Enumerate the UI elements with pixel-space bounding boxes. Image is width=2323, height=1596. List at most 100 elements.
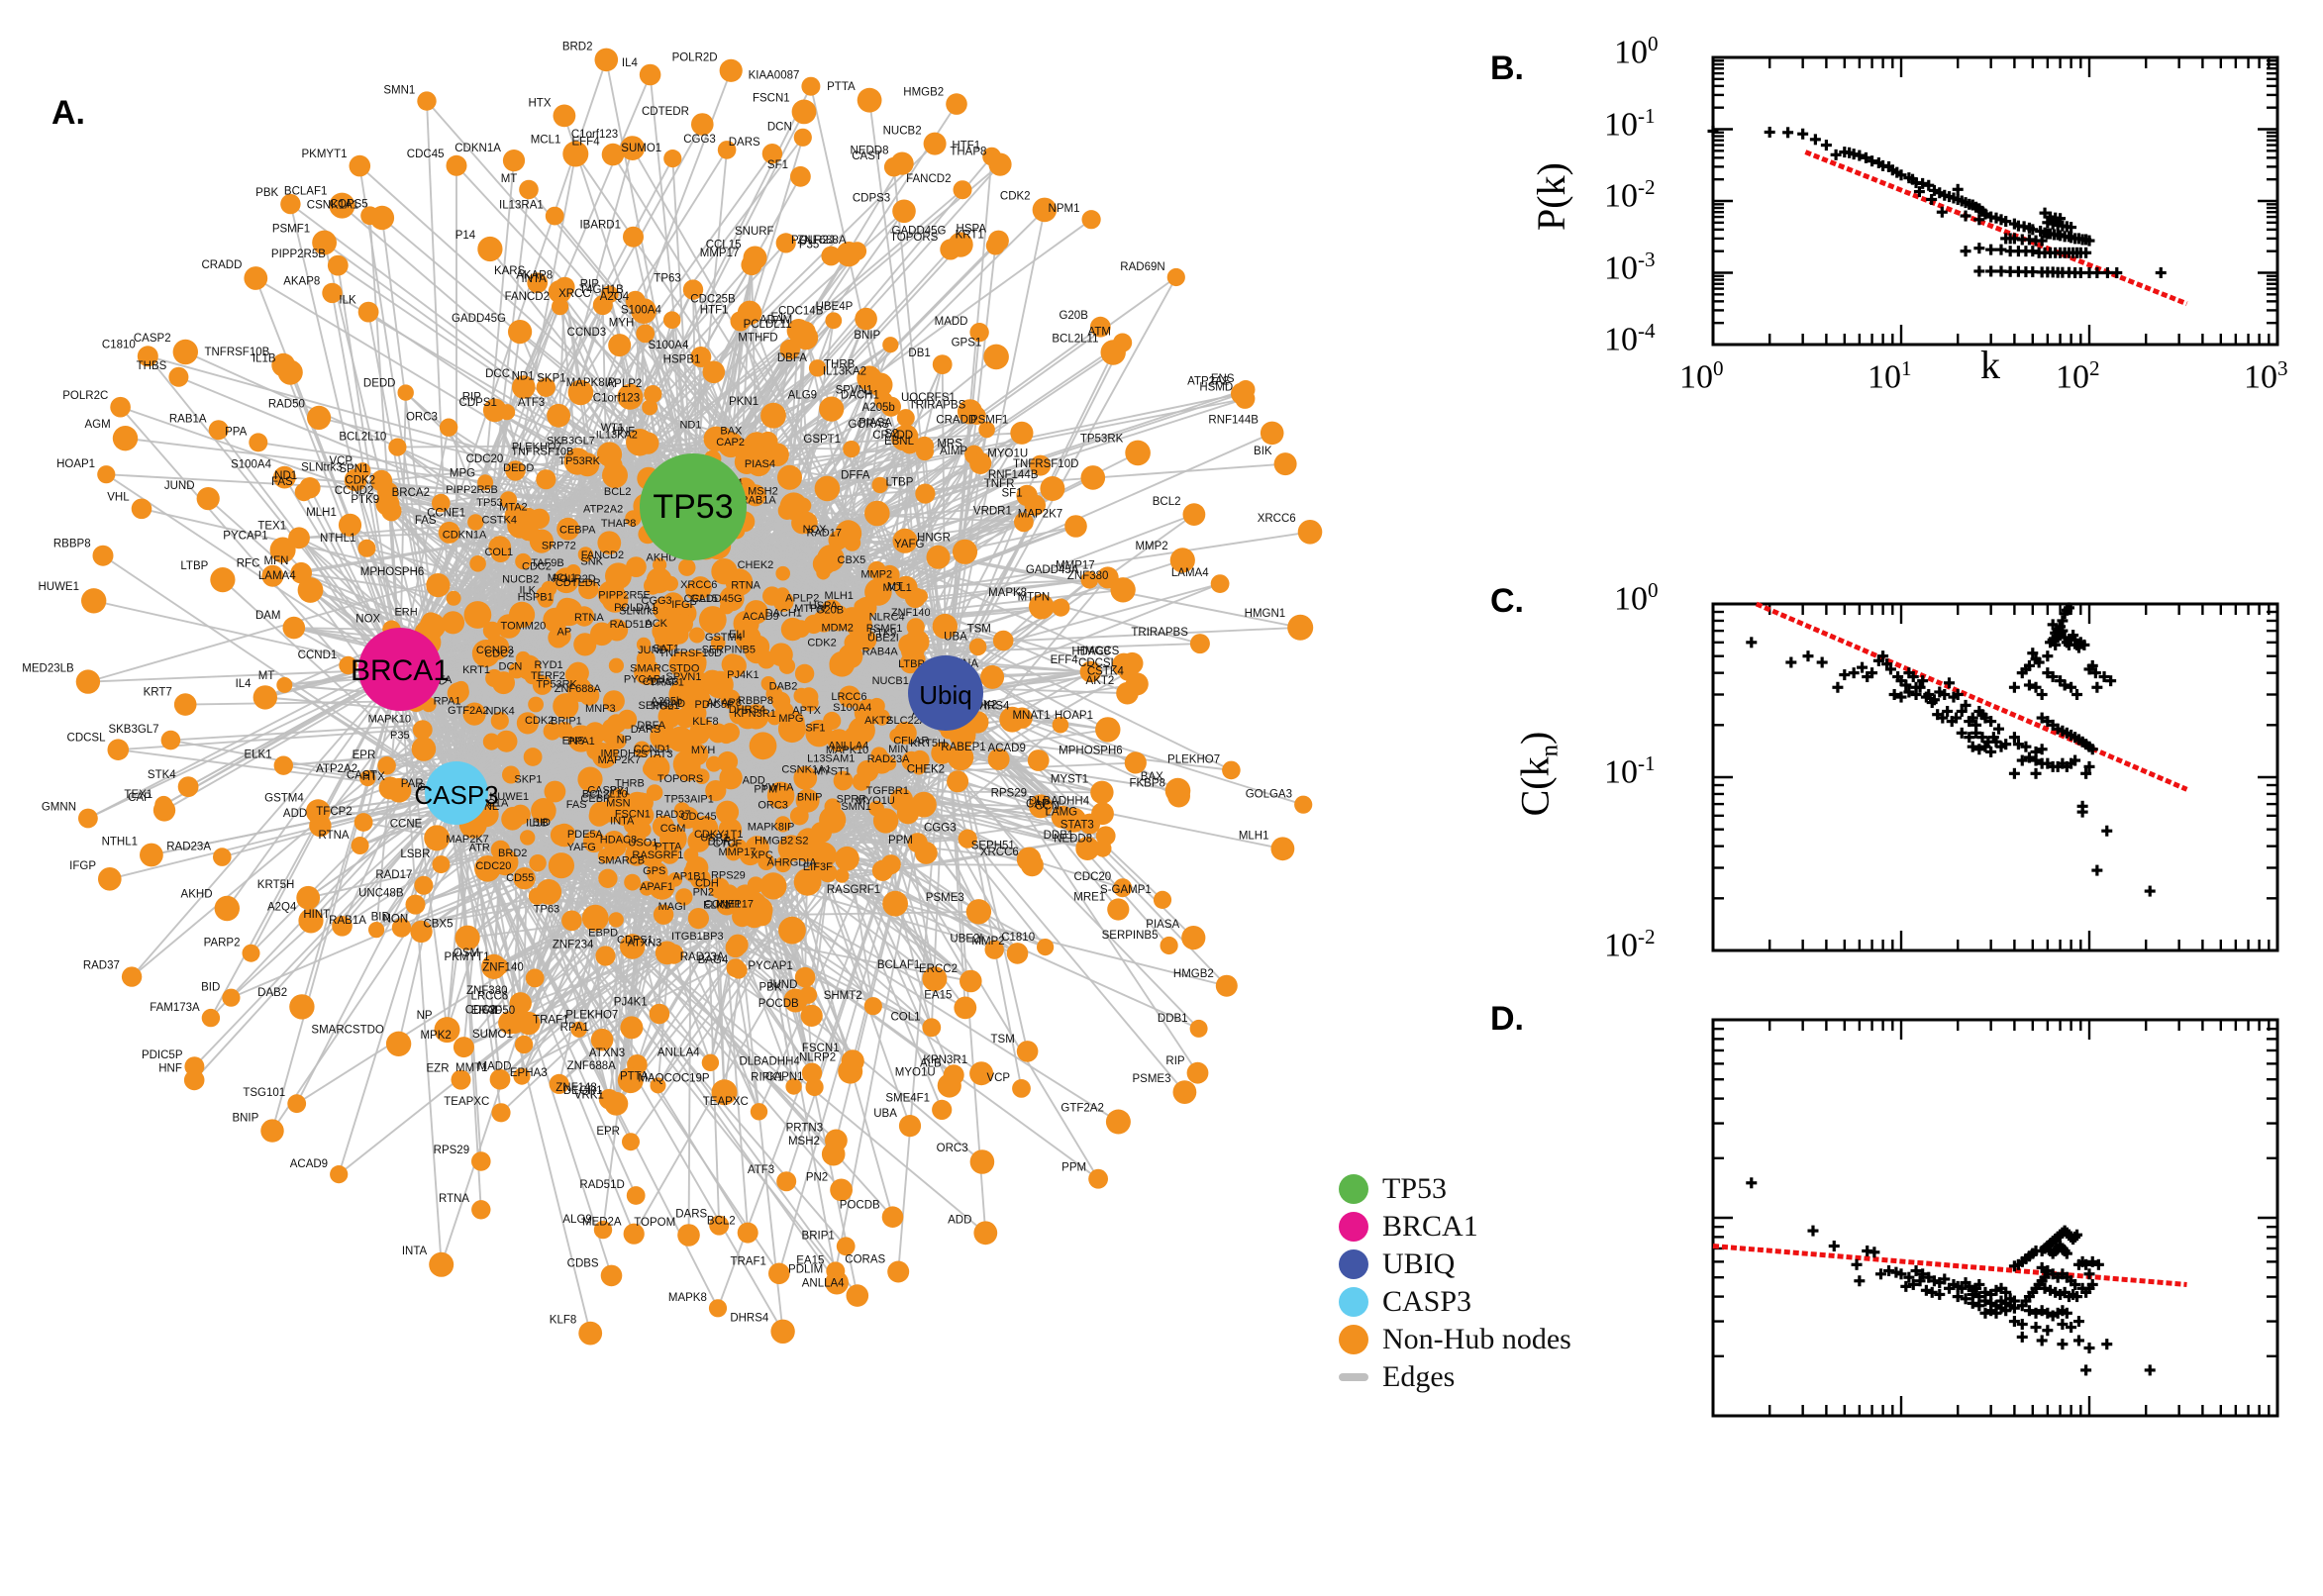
network-node[interactable] bbox=[854, 599, 869, 615]
network-node[interactable] bbox=[893, 721, 917, 745]
network-node[interactable] bbox=[916, 443, 934, 461]
network-node[interactable] bbox=[779, 339, 800, 360]
network-node[interactable] bbox=[594, 48, 619, 72]
network-node[interactable] bbox=[730, 311, 751, 332]
network-node[interactable] bbox=[531, 798, 556, 824]
network-node[interactable] bbox=[605, 845, 621, 860]
network-node[interactable] bbox=[693, 728, 709, 745]
network-node[interactable] bbox=[770, 1319, 795, 1345]
network-node[interactable] bbox=[915, 483, 936, 504]
network-node[interactable] bbox=[819, 396, 845, 422]
network-node[interactable] bbox=[894, 575, 918, 600]
network-node[interactable] bbox=[762, 586, 782, 606]
network-node[interactable] bbox=[705, 755, 722, 772]
network-node[interactable] bbox=[922, 966, 948, 992]
network-node[interactable] bbox=[1032, 197, 1058, 223]
network-node[interactable] bbox=[1182, 503, 1206, 526]
network-node[interactable] bbox=[800, 1004, 823, 1027]
network-node[interactable] bbox=[969, 1149, 995, 1174]
network-node[interactable] bbox=[490, 840, 511, 860]
network-node[interactable] bbox=[786, 319, 811, 343]
network-node[interactable] bbox=[536, 377, 556, 397]
network-node[interactable] bbox=[412, 720, 433, 740]
network-node[interactable] bbox=[898, 634, 920, 655]
network-node[interactable] bbox=[344, 468, 367, 492]
network-node[interactable] bbox=[97, 465, 116, 484]
network-node[interactable] bbox=[676, 806, 699, 829]
network-node[interactable] bbox=[112, 426, 139, 451]
network-node[interactable] bbox=[481, 953, 507, 980]
network-node[interactable] bbox=[582, 830, 606, 853]
network-node[interactable] bbox=[775, 565, 790, 581]
network-node[interactable] bbox=[588, 806, 610, 827]
network-node[interactable] bbox=[636, 637, 652, 652]
network-node[interactable] bbox=[1027, 749, 1050, 771]
network-node[interactable] bbox=[717, 427, 732, 442]
network-node[interactable] bbox=[761, 144, 783, 164]
network-node[interactable] bbox=[711, 1079, 738, 1106]
network-node[interactable] bbox=[617, 1067, 644, 1094]
network-node[interactable] bbox=[1040, 476, 1065, 501]
network-node[interactable] bbox=[744, 704, 769, 730]
network-node[interactable] bbox=[766, 781, 795, 810]
network-node[interactable] bbox=[947, 770, 969, 793]
network-node[interactable] bbox=[385, 1031, 412, 1057]
network-node[interactable] bbox=[926, 545, 951, 569]
network-node[interactable] bbox=[581, 904, 609, 932]
network-node[interactable] bbox=[846, 1284, 869, 1307]
network-node[interactable] bbox=[675, 888, 693, 906]
network-node[interactable] bbox=[282, 616, 306, 640]
network-node[interactable] bbox=[590, 1028, 614, 1051]
network-node[interactable] bbox=[597, 531, 622, 555]
network-node[interactable] bbox=[553, 104, 576, 128]
network-node[interactable] bbox=[1006, 943, 1029, 964]
network-node[interactable] bbox=[446, 590, 461, 606]
network-node[interactable] bbox=[715, 800, 740, 824]
network-node[interactable] bbox=[515, 650, 531, 666]
network-node[interactable] bbox=[1107, 898, 1130, 921]
network-node[interactable] bbox=[639, 880, 655, 896]
network-node[interactable] bbox=[287, 1094, 307, 1114]
network-node[interactable] bbox=[953, 180, 972, 200]
network-node[interactable] bbox=[214, 895, 240, 922]
network-node[interactable] bbox=[672, 749, 701, 778]
network-node[interactable] bbox=[725, 568, 754, 596]
network-node[interactable] bbox=[469, 555, 486, 572]
network-node[interactable] bbox=[1169, 548, 1195, 573]
network-node[interactable] bbox=[749, 732, 777, 760]
network-node[interactable] bbox=[1037, 939, 1055, 956]
network-node[interactable] bbox=[172, 339, 198, 365]
network-node[interactable] bbox=[168, 366, 189, 387]
network-node[interactable] bbox=[489, 1068, 511, 1090]
network-node[interactable] bbox=[857, 759, 879, 782]
network-node[interactable] bbox=[405, 894, 426, 915]
network-node[interactable] bbox=[177, 776, 199, 797]
network-node[interactable] bbox=[1095, 717, 1121, 743]
network-node[interactable] bbox=[477, 236, 503, 262]
network-node[interactable] bbox=[501, 808, 524, 831]
network-node[interactable] bbox=[848, 242, 867, 260]
network-node[interactable] bbox=[513, 867, 536, 890]
network-node[interactable] bbox=[794, 663, 815, 684]
network-node[interactable] bbox=[1052, 716, 1069, 734]
network-node[interactable] bbox=[687, 830, 710, 852]
network-node[interactable] bbox=[547, 403, 570, 428]
network-node[interactable] bbox=[954, 996, 977, 1020]
network-node[interactable] bbox=[836, 1237, 856, 1256]
network-node[interactable] bbox=[1029, 593, 1055, 620]
network-node[interactable] bbox=[424, 825, 451, 851]
network-node[interactable] bbox=[1124, 751, 1147, 774]
network-node[interactable] bbox=[969, 1061, 994, 1086]
network-node[interactable] bbox=[508, 320, 533, 345]
network-node[interactable] bbox=[863, 997, 882, 1016]
network-node[interactable] bbox=[605, 619, 629, 642]
network-node[interactable] bbox=[222, 988, 241, 1007]
network-node[interactable] bbox=[690, 347, 712, 367]
network-node[interactable] bbox=[775, 233, 796, 253]
network-node[interactable] bbox=[261, 564, 284, 587]
network-node[interactable] bbox=[541, 580, 557, 597]
network-node[interactable] bbox=[439, 418, 458, 437]
network-node[interactable] bbox=[710, 635, 726, 650]
network-node[interactable] bbox=[663, 944, 684, 964]
network-node[interactable] bbox=[556, 517, 580, 541]
